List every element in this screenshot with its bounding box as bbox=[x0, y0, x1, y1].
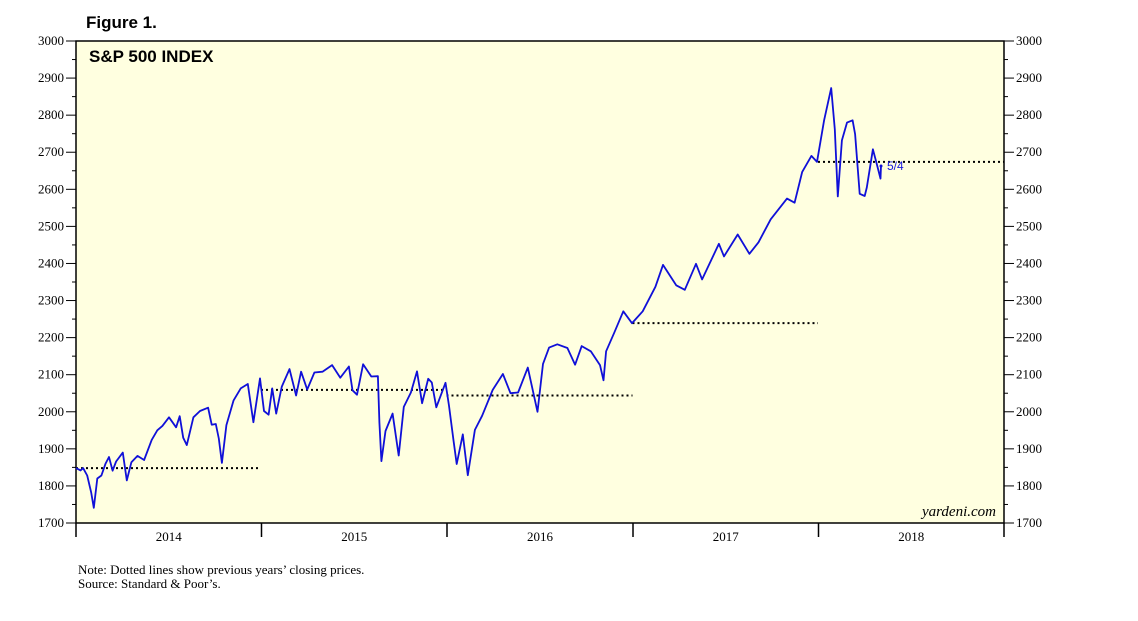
chart-title: S&P 500 INDEX bbox=[89, 47, 214, 66]
note-text: Note: Dotted lines show previous years’ … bbox=[78, 562, 365, 577]
y-tick-label-left: 2100 bbox=[38, 367, 64, 382]
plot-frame bbox=[75, 40, 1005, 524]
figure-label: Figure 1. bbox=[86, 13, 157, 32]
y-tick-label-right: 1900 bbox=[1016, 441, 1042, 456]
y-tick-label-right: 2100 bbox=[1016, 367, 1042, 382]
y-tick-label-right: 2900 bbox=[1016, 70, 1042, 85]
y-tick-label-right: 2000 bbox=[1016, 404, 1042, 419]
y-tick-label-right: 2300 bbox=[1016, 293, 1042, 308]
y-tick-label-left: 2600 bbox=[38, 181, 64, 196]
y-tick-label-left: 2700 bbox=[38, 144, 64, 159]
y-tick-label-left: 1900 bbox=[38, 441, 64, 456]
watermark: yardeni.com bbox=[920, 504, 996, 520]
x-tick-label: 2014 bbox=[156, 529, 183, 544]
y-tick-label-left: 2400 bbox=[38, 255, 64, 270]
y-tick-label-right: 2800 bbox=[1016, 107, 1042, 122]
y-tick-label-right: 2500 bbox=[1016, 218, 1042, 233]
y-tick-label-left: 2300 bbox=[38, 293, 64, 308]
plot-area: 1700 1700 1800 1800 1900 1900 2000 2000 2100 2100… bbox=[38, 33, 1042, 544]
y-tick-label-left: 2800 bbox=[38, 107, 64, 122]
annotation-marker bbox=[879, 164, 883, 168]
y-tick-label-right: 3000 bbox=[1016, 33, 1042, 48]
y-tick-label-left: 2200 bbox=[38, 330, 64, 345]
y-tick-label-right: 1800 bbox=[1016, 478, 1042, 493]
x-tick-label: 2016 bbox=[527, 529, 554, 544]
y-tick-label-left: 2900 bbox=[38, 70, 64, 85]
x-tick-label: 2018 bbox=[898, 529, 924, 544]
series-line bbox=[75, 87, 882, 509]
y-tick-label-right: 1700 bbox=[1016, 515, 1042, 530]
y-tick-label-right: 2200 bbox=[1016, 330, 1042, 345]
y-tick-label-right: 2700 bbox=[1016, 144, 1042, 159]
source-text: Source: Standard & Poor’s. bbox=[78, 576, 221, 591]
annotation-label: 5/4 bbox=[887, 159, 904, 173]
x-tick-label: 2015 bbox=[341, 529, 367, 544]
y-tick-label-left: 1700 bbox=[38, 515, 64, 530]
y-tick-label-left: 3000 bbox=[38, 33, 64, 48]
chart-notes: Note: Dotted lines show previous years’ … bbox=[78, 563, 364, 591]
y-tick-label-right: 2400 bbox=[1016, 255, 1042, 270]
y-tick-label-left: 2000 bbox=[38, 404, 64, 419]
y-tick-label-left: 1800 bbox=[38, 478, 64, 493]
x-tick-label: 2017 bbox=[713, 529, 740, 544]
y-tick-label-right: 2600 bbox=[1016, 181, 1042, 196]
y-tick-label-left: 2500 bbox=[38, 218, 64, 233]
